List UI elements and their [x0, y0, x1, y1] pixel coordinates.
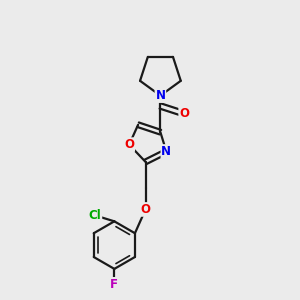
Text: O: O — [179, 107, 189, 120]
Text: N: N — [161, 145, 171, 158]
Text: N: N — [155, 89, 165, 102]
Text: Cl: Cl — [88, 209, 101, 222]
Text: O: O — [124, 138, 134, 151]
Text: O: O — [140, 203, 151, 216]
Text: F: F — [110, 278, 118, 291]
